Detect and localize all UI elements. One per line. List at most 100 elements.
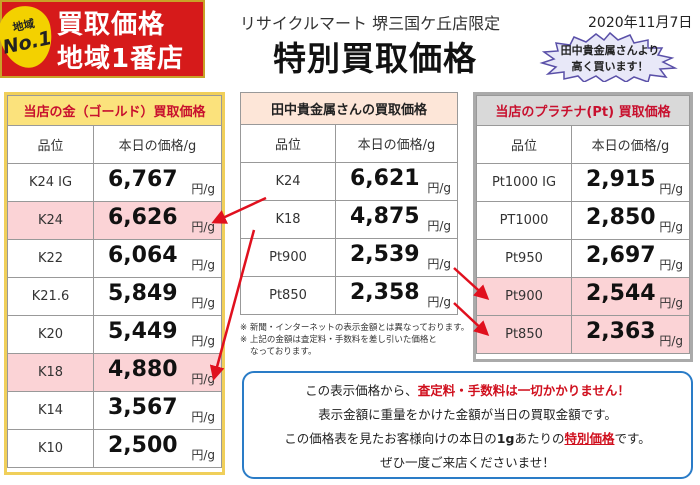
gold-table-title: 当店の金（ゴールド）買取価格: [7, 95, 222, 126]
table-row: K22 6,064 円/g: [7, 239, 222, 278]
price-unit: 円/g: [427, 219, 451, 233]
platinum-col-price: 本日の価格/g: [571, 125, 690, 164]
price-value: 6,621: [350, 166, 420, 191]
price-value: 3,567: [108, 395, 178, 420]
info-box: [242, 371, 693, 479]
grade-cell: Pt900: [476, 277, 572, 316]
note-line3: なっております。: [250, 347, 317, 357]
table-row: Pt850 2,358 円/g: [240, 276, 458, 315]
price-cell: 6,621 円/g: [335, 162, 458, 201]
table-row: K21.6 5,849 円/g: [7, 277, 222, 316]
price-cell: 6,064 円/g: [93, 239, 222, 278]
price-cell: 6,767 円/g: [93, 163, 222, 202]
price-cell: 4,875 円/g: [335, 200, 458, 239]
price-unit: 円/g: [191, 334, 215, 348]
price-unit: 円/g: [191, 410, 215, 424]
price-unit: 円/g: [191, 372, 215, 386]
price-value: 5,449: [108, 319, 178, 344]
store-name: リサイクルマート 堺三国ケ丘店限定: [239, 14, 501, 33]
price-cell: 2,358 円/g: [335, 276, 458, 315]
info-line3-text: この価格表を見たお客様向けの本日の: [284, 431, 497, 446]
price-cell: 2,363 円/g: [571, 315, 690, 354]
info-line4: ぜひ一度ご来店くださいませ！: [380, 455, 555, 470]
price-cell: 2,697 円/g: [571, 239, 690, 278]
table-row: Pt900 2,544 円/g: [476, 277, 690, 316]
table-row: K24 6,626 円/g: [7, 201, 222, 240]
table-row: K14 3,567 円/g: [7, 391, 222, 430]
price-value: 2,697: [586, 243, 656, 268]
page-title: 特別買取価格: [273, 39, 477, 78]
starburst-seal-icon: [539, 32, 678, 82]
tanaka-col-price: 本日の価格/g: [335, 124, 458, 163]
tanaka-price-table: 田中貴金属さんの買取価格 品位 本日の価格/g K24 6,621 円/g K18 4,…: [240, 92, 458, 315]
info-line3: この価格表を見たお客様向けの本日の1gあたりの特別価格です。: [242, 428, 693, 447]
price-unit: 円/g: [659, 258, 683, 272]
info-line3-mid: あたりの: [514, 431, 565, 446]
price-value: 4,875: [350, 204, 420, 229]
seal-line2: 高く買います！: [571, 60, 649, 73]
price-unit: 円/g: [191, 220, 215, 234]
table-row: Pt850 2,363 円/g: [476, 315, 690, 354]
price-value: 4,880: [108, 357, 178, 382]
price-unit: 円/g: [191, 296, 215, 310]
table-row: K20 5,449 円/g: [7, 315, 222, 354]
price-value: 6,064: [108, 243, 178, 268]
platinum-price-table: 当店のプラチナ(Pt) 買取価格 品位 本日の価格/g Pt1000 IG 2,9…: [476, 95, 690, 354]
info-line1: この表示価格から、査定料・手数料は一切かかりません！: [242, 380, 693, 399]
table-row: K18 4,880 円/g: [7, 353, 222, 392]
price-unit: 円/g: [191, 182, 215, 196]
table-row: K24 6,621 円/g: [240, 162, 458, 201]
price-cell: 3,567 円/g: [93, 391, 222, 430]
badge-main-text: No.1: [0, 26, 54, 59]
grade-cell: Pt850: [240, 276, 336, 315]
price-value: 2,915: [586, 167, 656, 192]
grade-cell: K24: [7, 201, 94, 240]
price-cell: 4,880 円/g: [93, 353, 222, 392]
grade-cell: Pt850: [476, 315, 572, 354]
price-cell: 5,449 円/g: [93, 315, 222, 354]
grade-cell: K20: [7, 315, 94, 354]
platinum-table-frame: [473, 92, 693, 362]
price-value: 2,539: [350, 242, 420, 267]
grade-cell: K18: [240, 200, 336, 239]
grade-cell: K18: [7, 353, 94, 392]
info-line1-emphasis: 査定料・手数料は一切かかりません！: [417, 383, 630, 398]
tanaka-col-grade: 品位: [240, 124, 336, 163]
table-row: Pt950 2,697 円/g: [476, 239, 690, 278]
notes: ※ 新聞・インターネットの表示金額とは異なっております。 ※ 上記の金額は査定料…: [240, 322, 470, 358]
gold-price-table: 当店の金（ゴールド）買取価格 品位 本日の価格/g K24 IG 6,767 円/g…: [7, 95, 222, 468]
grade-cell: K10: [7, 429, 94, 468]
note-line1: ※ 新聞・インターネットの表示金額とは異なっております。: [240, 323, 470, 333]
grade-cell: K22: [7, 239, 94, 278]
price-unit: 円/g: [191, 258, 215, 272]
price-value: 5,849: [108, 281, 178, 306]
gold-col-grade: 品位: [7, 125, 94, 164]
tanaka-table-title: 田中貴金属さんの買取価格: [240, 92, 458, 125]
grade-cell: K21.6: [7, 277, 94, 316]
grade-cell: K24 IG: [7, 163, 94, 202]
price-cell: 6,626 円/g: [93, 201, 222, 240]
date-label: 2020年11月7日: [588, 15, 693, 31]
price-value: 2,544: [586, 281, 656, 306]
seal-line1: 田中貴金属さんより: [560, 44, 660, 57]
gold-col-price: 本日の価格/g: [93, 125, 222, 164]
banner-line2: 地域1番店: [57, 44, 185, 74]
grade-cell: K14: [7, 391, 94, 430]
grade-cell: PT1000: [476, 201, 572, 240]
price-unit: 円/g: [659, 182, 683, 196]
price-cell: 2,539 円/g: [335, 238, 458, 277]
price-value: 2,358: [350, 280, 420, 305]
price-cell: 2,500 円/g: [93, 429, 222, 468]
table-row: K10 2,500 円/g: [7, 429, 222, 468]
price-cell: 2,915 円/g: [571, 163, 690, 202]
price-value: 2,500: [108, 433, 178, 458]
info-line1-text: この表示価格から、: [305, 383, 418, 398]
grade-cell: Pt900: [240, 238, 336, 277]
grade-cell: K24: [240, 162, 336, 201]
price-value: 6,626: [108, 205, 178, 230]
info-line3-emphasis: 特別価格: [564, 431, 615, 446]
price-cell: 2,850 円/g: [571, 201, 690, 240]
table-row: Pt900 2,539 円/g: [240, 238, 458, 277]
price-value: 6,767: [108, 167, 178, 192]
grade-cell: Pt1000 IG: [476, 163, 572, 202]
